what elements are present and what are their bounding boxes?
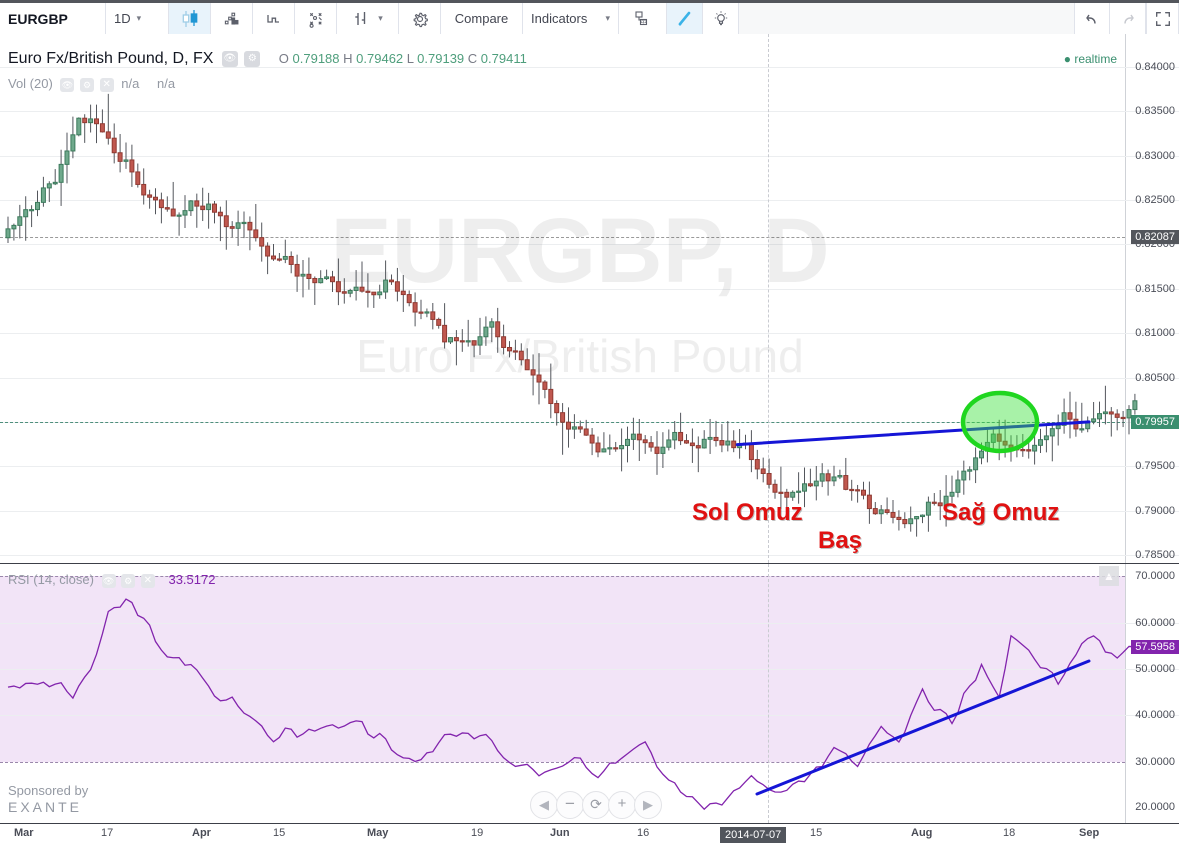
svg-text:</>: </> (640, 19, 647, 25)
